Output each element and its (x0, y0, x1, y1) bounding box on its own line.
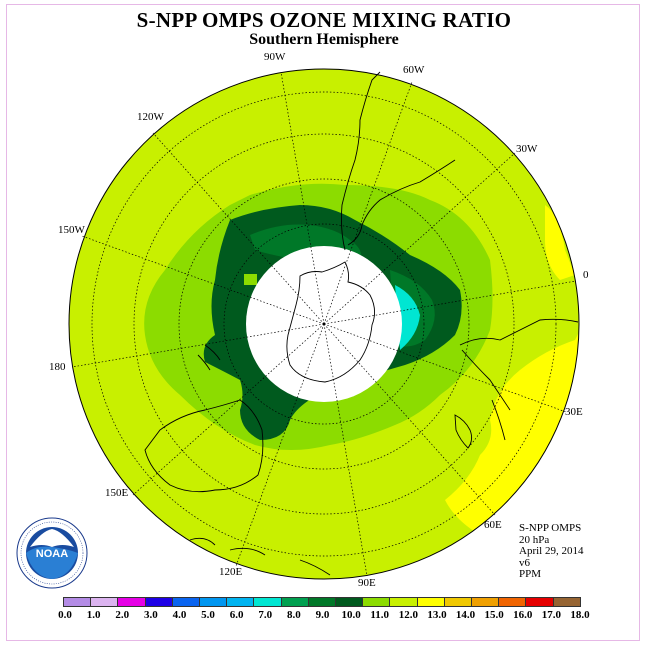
map-subtitle: Southern Hemisphere (249, 31, 399, 48)
meridian-90w (280, 71, 325, 325)
meridian-180 (71, 323, 325, 368)
colorbar-swatch (390, 598, 418, 606)
lon-label: 150W (58, 224, 86, 236)
australia-coast (144, 399, 264, 493)
latitude-circle (133, 133, 515, 515)
meridian-120w (152, 132, 325, 325)
lon-label: 0 (583, 269, 589, 281)
colorbar-swatch (64, 598, 92, 606)
colorbar-tick-label: 12.0 (398, 609, 418, 621)
colorbar-swatch (145, 598, 173, 606)
meridian-120e (235, 323, 325, 567)
figure-frame (6, 4, 640, 641)
contour-13-14-east (545, 205, 575, 280)
contour-11-patch (310, 420, 355, 436)
lon-label: 30W (516, 143, 538, 155)
colorbar-ticks: 0.0 1.0 2.0 3.0 4.0 5.0 6.0 7.0 8.0 9.0 10.0 11.0 12… (0, 609, 648, 623)
latitude-circle (91, 91, 557, 557)
colorbar-swatch (281, 598, 309, 606)
colorbar-swatch (172, 598, 201, 606)
lon-label: 60W (403, 64, 425, 76)
info-panel: S-NPP OMPS 20 hPa April 29, 2014 v6 PPM (519, 522, 584, 581)
meridian-90e (323, 323, 368, 577)
colorbar-swatch (444, 598, 473, 606)
lon-label: 150E (105, 487, 129, 499)
new-zealand-coast (197, 344, 221, 371)
coastlines (144, 71, 579, 576)
colorbar-swatch (417, 598, 445, 606)
meridian-150e (132, 323, 325, 496)
meridian-60w (323, 81, 413, 325)
colorbar-swatch (227, 598, 255, 606)
colorbar-tick-label: 14.0 (455, 609, 476, 621)
colorbar-tick-label: 15.0 (484, 609, 504, 621)
colorbar-tick-label: 3.0 (143, 609, 158, 621)
colorbar-tick-label: 0.0 (58, 609, 72, 621)
latitude-circle (223, 223, 425, 425)
version-label: v6 (519, 556, 530, 569)
colorbar-swatch (254, 598, 282, 606)
lon-label: 90E (358, 577, 376, 589)
colorbar-swatch (499, 598, 527, 606)
date-label: April 29, 2014 (519, 545, 584, 557)
lon-label: 120E (219, 566, 243, 578)
lon-label: 180 (49, 361, 66, 373)
colorbar-tick-label: 16.0 (513, 609, 533, 621)
noaa-logo-text: NOAA (36, 548, 68, 560)
south-pole-marker (322, 322, 326, 326)
map-title: S-NPP OMPS OZONE MIXING RATIO (136, 8, 512, 32)
antarctica-coast (286, 261, 375, 383)
colorbar-swatch (336, 598, 364, 606)
colorbar-swatch (91, 598, 119, 606)
units-label: PPM (519, 568, 542, 580)
colorbar-swatch (472, 598, 500, 606)
lon-label: 90W (264, 51, 286, 63)
colorbar-tick-label: 4.0 (172, 609, 187, 621)
africa-coast (459, 318, 579, 441)
colorbar-tick-label: 9.0 (315, 609, 330, 621)
lon-label: 30E (565, 406, 583, 418)
pressure-level: 20 hPa (519, 533, 550, 546)
meridian-30e (323, 323, 567, 413)
meridian-60e (323, 323, 496, 516)
colorbar-tick-label: 5.0 (201, 609, 215, 621)
colorbar-swatch (363, 598, 391, 606)
colorbar-swatch (553, 598, 580, 606)
latitude-circle (178, 178, 470, 470)
graticule (71, 71, 577, 577)
lon-label: 120W (137, 111, 165, 123)
longitude-labels: 90W 60W 30W 0 30E 60E 90E 120E 150E 180 … (49, 51, 589, 589)
colorbar-tick-label: 8.0 (287, 609, 301, 621)
colorbar-tick-label: 18.0 (570, 609, 590, 621)
meridian-0 (323, 280, 577, 325)
noaa-logo: NOAA (16, 517, 88, 589)
colorbar-swatch (200, 598, 228, 606)
colorbar-tick-label: 7.0 (258, 609, 273, 621)
instrument-label: S-NPP OMPS (519, 522, 582, 534)
colorbar-tick-label: 2.0 (115, 609, 130, 621)
colorbar (63, 597, 581, 607)
colorbar-swatch (526, 598, 554, 606)
colorbar-tick-label: 1.0 (86, 609, 101, 621)
asia-islands-coast (189, 537, 331, 576)
colorbar-tick-label: 13.0 (427, 609, 447, 621)
colorbar-swatch (308, 598, 337, 606)
colorbar-swatch (118, 598, 146, 606)
contour-11-small-patch (244, 274, 257, 285)
map-boundary (68, 68, 580, 580)
lon-label: 60E (484, 519, 502, 531)
south-america-coast (340, 71, 456, 251)
colorbar-tick-label: 6.0 (229, 609, 244, 621)
meridian-150w (81, 235, 325, 325)
colorbar-tick-label: 11.0 (370, 609, 390, 621)
meridian-30w (323, 152, 516, 325)
colorbar-tick-label: 17.0 (541, 609, 561, 621)
colorbar-tick-label: 10.0 (341, 609, 361, 621)
madagascar-coast (454, 414, 473, 449)
